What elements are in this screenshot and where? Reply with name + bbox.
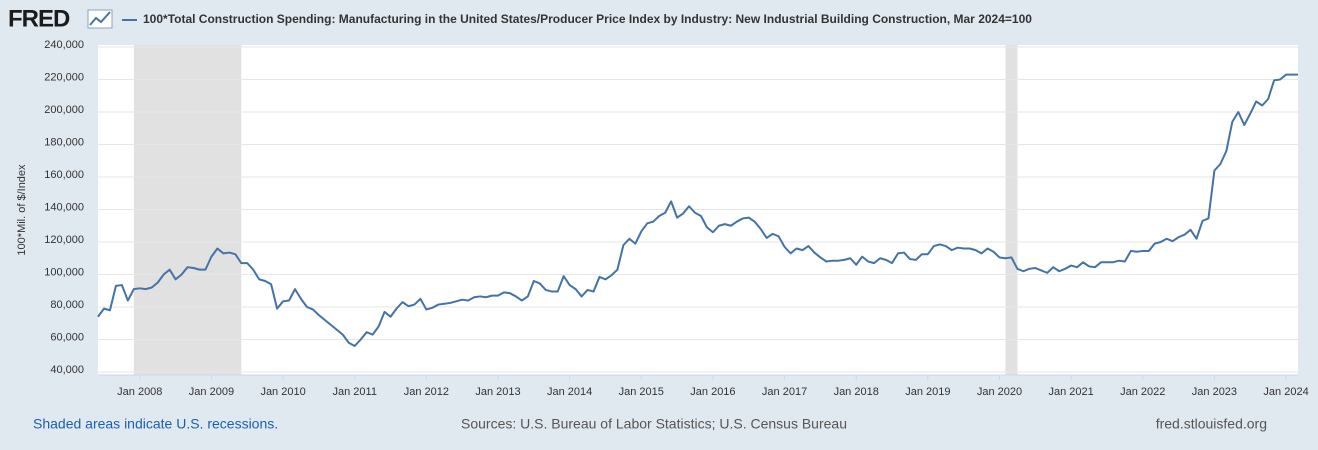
logo[interactable]: FRED	[8, 5, 71, 32]
y-tick-label: 40,000	[50, 364, 84, 376]
y-tick-label: 60,000	[50, 331, 84, 343]
x-tick-label: Jan 2021	[1049, 386, 1094, 398]
x-tick-label: Jan 2024	[1263, 386, 1308, 398]
footer-sources: Sources: U.S. Bureau of Labor Statistics…	[461, 416, 847, 432]
legend-label: 100*Total Construction Spending: Manufac…	[143, 12, 1032, 26]
x-tick-label: Jan 2022	[1120, 386, 1165, 398]
footer-url[interactable]: fred.stlouisfed.org	[1156, 416, 1267, 432]
x-tick-label: Jan 2017	[762, 386, 807, 398]
y-tick-label: 240,000	[44, 39, 84, 51]
x-tick-label: Jan 2015	[619, 386, 664, 398]
x-tick-label: Jan 2016	[690, 386, 735, 398]
y-tick-label: 140,000	[44, 201, 84, 213]
series-line	[97, 73, 1298, 347]
x-tick-label: Jan 2020	[977, 386, 1022, 398]
y-tick-label: 220,000	[44, 71, 84, 83]
y-tick-label: 100,000	[44, 266, 84, 278]
x-tick-label: Jan 2012	[404, 386, 449, 398]
x-tick-label: Jan 2013	[475, 386, 520, 398]
x-tick-label: Jan 2014	[547, 386, 592, 398]
footer-recessions[interactable]: Shaded areas indicate U.S. recessions.	[33, 416, 278, 432]
x-tick-label: Jan 2023	[1192, 386, 1237, 398]
x-tick-label: Jan 2008	[117, 386, 162, 398]
x-tick-label: Jan 2010	[260, 386, 305, 398]
y-tick-label: 200,000	[44, 104, 84, 116]
y-tick-label: 80,000	[50, 299, 84, 311]
x-tick-label: Jan 2018	[834, 386, 879, 398]
x-tick-label: Jan 2009	[189, 386, 234, 398]
y-axis-label: 100*Mil. of $/Index	[16, 164, 28, 256]
y-tick-label: 120,000	[44, 234, 84, 246]
x-tick-label: Jan 2011	[332, 386, 376, 398]
logo-icon	[87, 9, 113, 29]
y-tick-label: 160,000	[44, 169, 84, 181]
y-tick-label: 180,000	[44, 136, 84, 148]
x-tick-label: Jan 2019	[905, 386, 950, 398]
